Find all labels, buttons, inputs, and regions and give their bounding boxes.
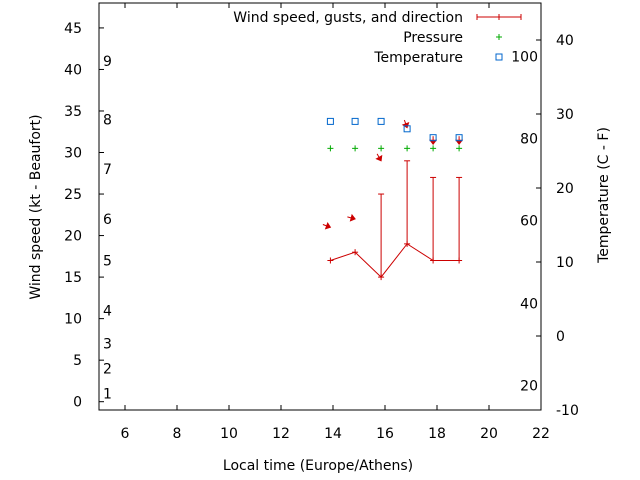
temperature-point xyxy=(351,117,359,125)
y-axis-label: Wind speed (kt - Beaufort) xyxy=(28,114,44,299)
fahrenheit-label: 20 xyxy=(520,379,538,395)
x-axis-label: Local time (Europe/Athens) xyxy=(223,458,413,474)
plot-frame xyxy=(98,2,542,411)
x-tick-label: 20 xyxy=(480,426,498,442)
wind-direction-arrowhead xyxy=(375,154,383,162)
y-tick-label: 35 xyxy=(64,104,82,120)
fahrenheit-labels: 20 40 60 80 100 xyxy=(511,49,538,394)
temperature-point xyxy=(377,117,385,125)
beaufort-label: 5 xyxy=(103,253,112,269)
y2-tick-label: 30 xyxy=(556,107,574,123)
temperature-point xyxy=(326,117,334,125)
legend-wind-label: Wind speed, gusts, and direction xyxy=(233,10,463,26)
y-tick-label: 40 xyxy=(64,62,82,78)
legend-wind-swatch xyxy=(476,14,522,20)
beaufort-label: 8 xyxy=(103,112,112,128)
y2-tick-label: 10 xyxy=(556,255,574,271)
y-tick-label: 25 xyxy=(64,187,82,203)
x-tick-label: 22 xyxy=(532,426,550,442)
legend-pressure-label: Pressure xyxy=(403,30,463,46)
y-tick-label: 45 xyxy=(64,21,82,37)
temperature-point xyxy=(403,125,411,133)
y2-tick-label: 20 xyxy=(556,181,574,197)
x-tick-label: 8 xyxy=(173,426,182,442)
y2-tick-label: 40 xyxy=(556,33,574,49)
beaufort-label: 6 xyxy=(103,212,112,228)
beaufort-labels: 1 2 3 4 5 6 7 8 9 xyxy=(103,54,112,402)
wind-direction-arrowhead xyxy=(349,213,356,222)
y2-tick-label: -10 xyxy=(556,403,579,419)
x-tick-label: 10 xyxy=(220,426,238,442)
y2-axis-ticks: -10 0 10 20 30 40 xyxy=(536,33,579,419)
y-axis-ticks: 0 5 10 15 20 25 30 35 40 45 xyxy=(64,21,104,411)
legend-temperature-mark xyxy=(495,53,503,61)
fahrenheit-label: 60 xyxy=(520,214,538,230)
y-tick-label: 0 xyxy=(73,395,82,411)
y-tick-label: 15 xyxy=(64,270,82,286)
x-tick-label: 6 xyxy=(121,426,130,442)
data-series xyxy=(322,117,464,281)
beaufort-label: 1 xyxy=(103,386,112,402)
fahrenheit-label: 80 xyxy=(520,131,538,147)
x-tick-label: 14 xyxy=(324,426,342,442)
beaufort-label: 7 xyxy=(103,162,112,178)
temperature-point xyxy=(455,134,463,142)
wind-direction-arrowhead xyxy=(324,221,332,230)
beaufort-label: 3 xyxy=(103,337,112,353)
temperature-point xyxy=(429,134,437,142)
y2-tick-label: 0 xyxy=(556,329,565,345)
x-axis-ticks: 6 8 10 12 14 16 18 20 22 xyxy=(121,3,550,442)
wind-speed-line xyxy=(330,243,460,278)
fahrenheit-label: 40 xyxy=(520,296,538,312)
beaufort-label: 9 xyxy=(103,54,112,70)
beaufort-label: 2 xyxy=(103,361,112,377)
y-tick-label: 10 xyxy=(64,312,82,328)
beaufort-label: 4 xyxy=(103,303,112,319)
y-tick-label: 5 xyxy=(73,353,82,369)
legend-pressure-swatch xyxy=(496,34,502,40)
x-tick-label: 12 xyxy=(272,426,290,442)
x-tick-label: 18 xyxy=(428,426,446,442)
y-tick-label: 30 xyxy=(64,146,82,162)
legend: Wind speed, gusts, and direction Pressur… xyxy=(233,10,522,66)
x-tick-label: 16 xyxy=(376,426,394,442)
y2-axis-label: Temperature (C - F) xyxy=(596,127,612,264)
legend-temperature-swatch xyxy=(495,53,503,61)
fahrenheit-label: 100 xyxy=(511,49,538,65)
y-tick-label: 20 xyxy=(64,229,82,245)
legend-temperature-label: Temperature xyxy=(373,50,463,66)
